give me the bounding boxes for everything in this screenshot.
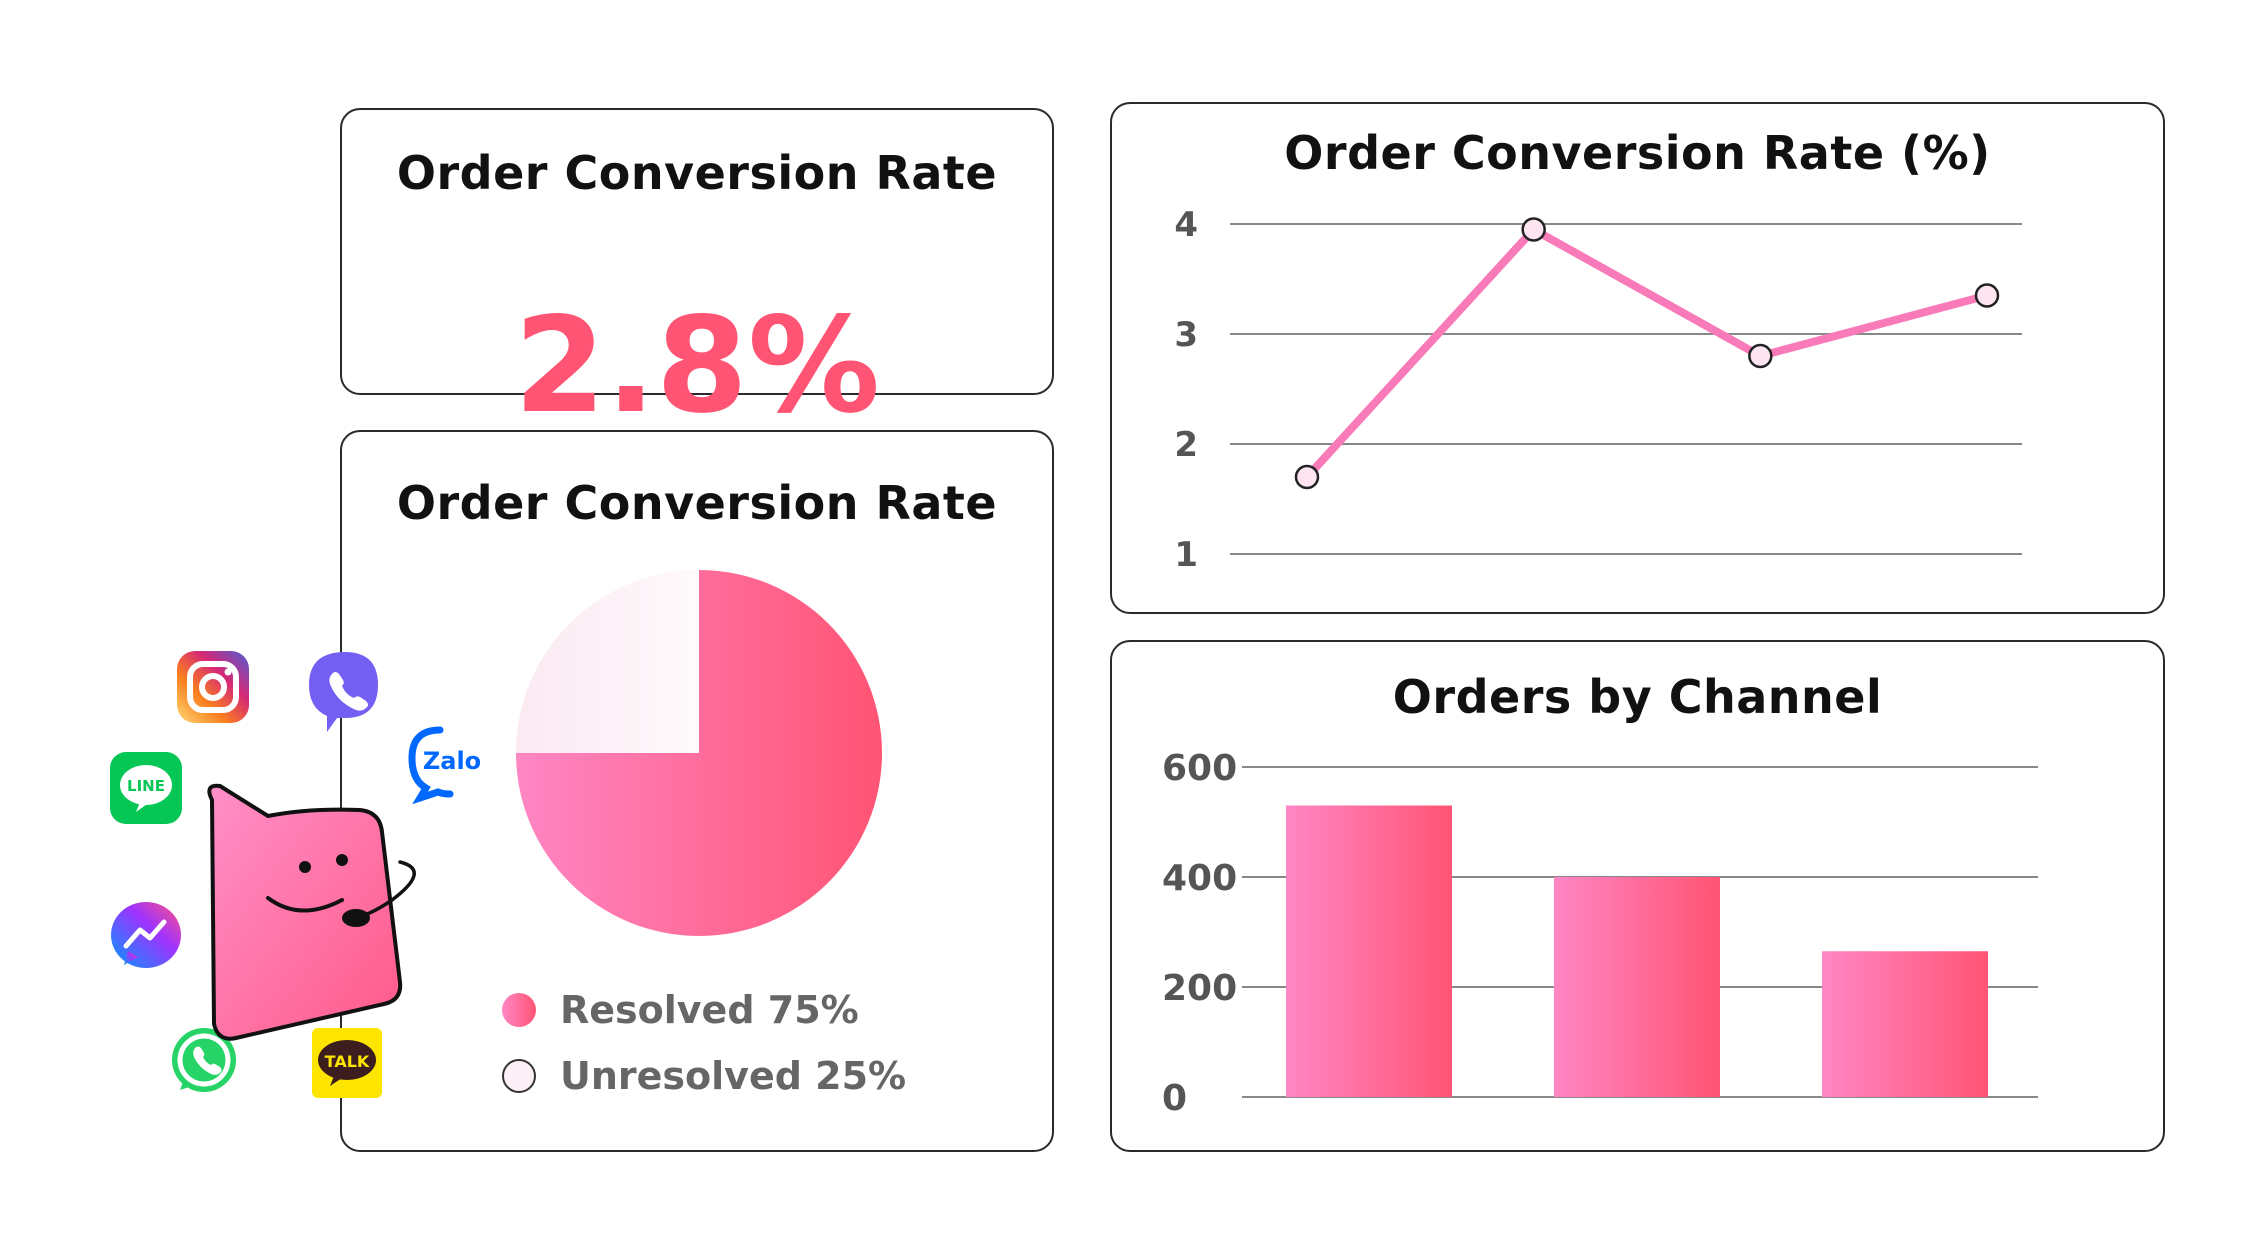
viber-icon — [309, 652, 378, 732]
legend-unresolved: Unresolved 25% — [502, 1054, 906, 1098]
mascot-character — [207, 783, 416, 1041]
line-card: Order Conversion Rate (%) 1 2 3 4 — [1110, 102, 2165, 614]
pie-chart — [516, 570, 882, 936]
kakaotalk-label: TALK — [325, 1052, 370, 1071]
bar-ytick-label: 200 — [1162, 968, 1237, 1009]
line-ytick-label: 1 — [1174, 535, 1198, 575]
legend-label-resolved: Resolved 75% — [560, 988, 859, 1032]
pie-title: Order Conversion Rate — [396, 476, 998, 530]
whatsapp-icon — [172, 1028, 236, 1092]
line-chart: 1 2 3 4 — [1174, 205, 2022, 575]
kpi-title: Order Conversion Rate — [396, 146, 998, 200]
pie-card: Order Conversion Rate Resolved 75% Unres… — [340, 430, 1054, 1152]
kpi-value: 2.8% — [513, 289, 881, 443]
bar-ytick-label: 600 — [1162, 748, 1237, 789]
line-point — [1748, 343, 1773, 369]
line-point — [1521, 217, 1546, 242]
kakaotalk-icon: TALK — [312, 1028, 382, 1098]
line-ytick-label: 4 — [1174, 205, 1198, 245]
zalo-icon: Zalo — [408, 726, 481, 805]
bar-1 — [1286, 805, 1452, 1097]
messenger-icon — [111, 902, 181, 968]
bar-ytick-label: 0 — [1162, 1078, 1187, 1119]
line-ytick-label: 3 — [1174, 315, 1198, 355]
legend-label-unresolved: Unresolved 25% — [560, 1054, 907, 1098]
legend-swatch-resolved — [502, 993, 536, 1027]
bar-card: Orders by Channel 0 200 400 600 — [1110, 640, 2165, 1152]
line-series — [1304, 225, 1989, 480]
bar-3 — [1822, 951, 1988, 1097]
bar-ytick-label: 400 — [1162, 858, 1237, 899]
kpi-card: Order Conversion Rate 2.8% — [340, 108, 1054, 432]
zalo-label: Zalo — [423, 747, 481, 775]
line-point — [1294, 464, 1320, 490]
bar-2 — [1554, 877, 1720, 1097]
legend-resolved: Resolved 75% — [502, 988, 859, 1032]
line-ytick-label: 2 — [1174, 425, 1198, 465]
mascot-illustration: LINE Zalo TALK — [110, 651, 481, 1098]
instagram-icon — [177, 651, 249, 723]
line-title: Order Conversion Rate (%) — [1284, 126, 1991, 180]
line-app-icon: LINE — [110, 752, 182, 824]
pie-slice-unresolved — [516, 570, 699, 753]
line-point — [1974, 283, 2000, 308]
bar-title: Orders by Channel — [1392, 670, 1883, 724]
line-app-label: LINE — [127, 777, 165, 795]
bar-chart: 0 200 400 600 — [1162, 748, 2038, 1119]
legend-swatch-unresolved — [502, 1059, 536, 1093]
